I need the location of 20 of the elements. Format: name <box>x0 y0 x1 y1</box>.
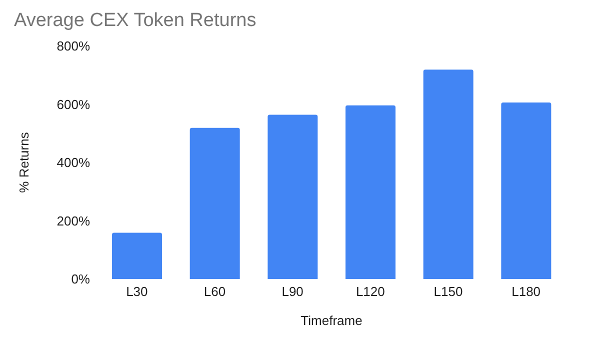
x-tick-label: L150 <box>434 284 463 300</box>
bar <box>112 232 162 279</box>
bar <box>268 114 318 279</box>
bar <box>190 128 240 279</box>
x-tick-label: L180 <box>512 284 541 300</box>
x-tick-label: L30 <box>126 284 148 300</box>
y-tick-label: 600% <box>56 96 90 112</box>
x-tick-label: L60 <box>204 284 226 300</box>
bar <box>423 70 474 279</box>
y-axis-title: % Returns <box>16 132 32 193</box>
bar <box>501 102 552 279</box>
y-tick-label: 0% <box>71 272 90 287</box>
x-axis-title: Timeframe <box>300 313 362 328</box>
x-tick-label: L120 <box>356 284 385 300</box>
y-tick-label: 200% <box>56 213 90 228</box>
chart-title: Average CEX Token Returns <box>14 10 256 32</box>
bar <box>346 105 396 279</box>
y-tick-label: 800% <box>56 38 90 54</box>
y-tick-label: 400% <box>56 155 90 170</box>
x-tick-label: L90 <box>282 284 304 300</box>
